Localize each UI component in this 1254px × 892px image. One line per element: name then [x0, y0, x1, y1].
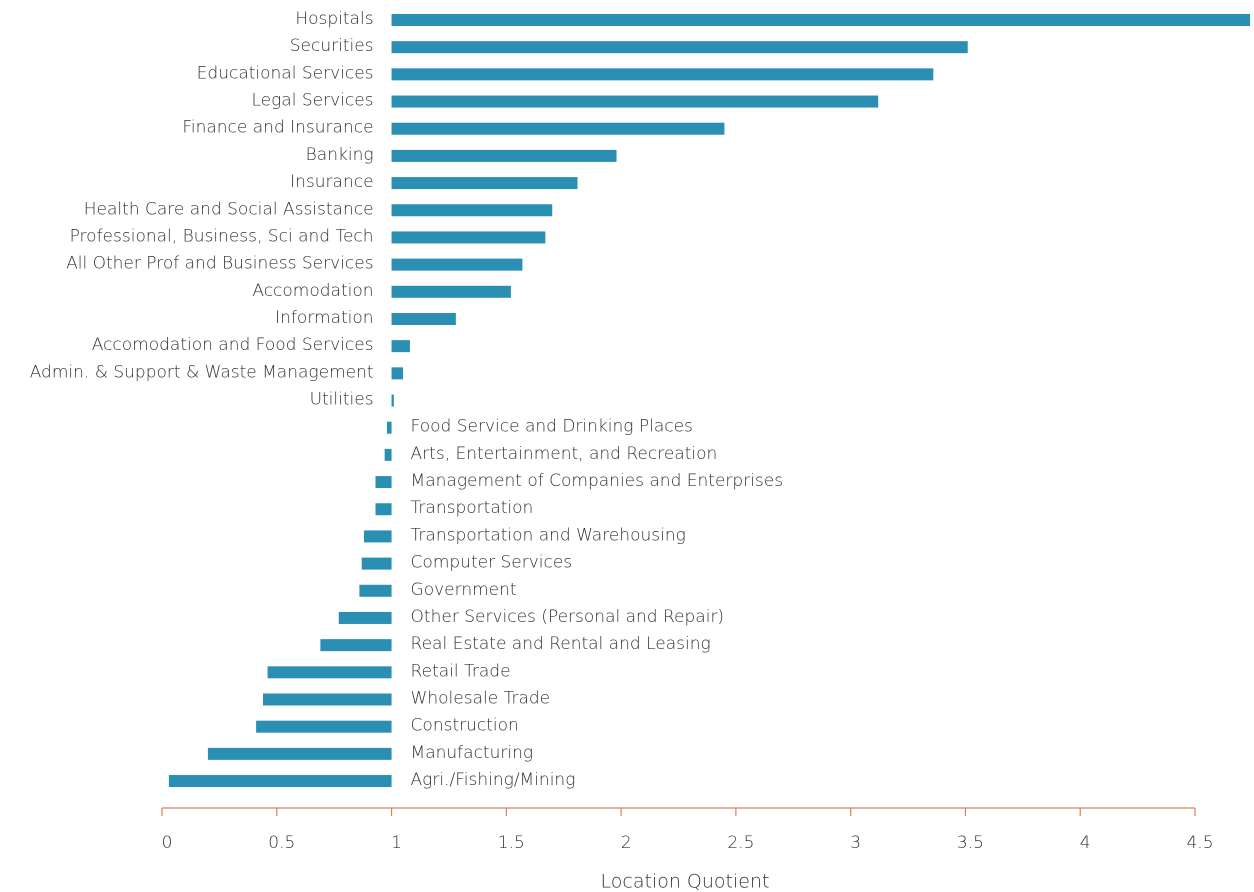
- x-tick-label: 0.5: [268, 833, 295, 853]
- category-label: Real Estate and Rental and Leasing: [411, 634, 711, 654]
- bar: [391, 95, 879, 108]
- category-label: Finance and Insurance: [182, 118, 373, 138]
- x-tick-label: 2: [621, 833, 632, 853]
- x-tick-label: 4: [1080, 833, 1091, 853]
- category-label: Arts, Entertainment, and Recreation: [411, 444, 718, 464]
- bar: [207, 747, 392, 760]
- category-label: Transportation and Warehousing: [411, 525, 686, 545]
- bar: [391, 149, 617, 162]
- bar: [391, 122, 725, 135]
- x-tick-label: 0: [162, 833, 173, 853]
- bar: [267, 666, 392, 679]
- category-label: Wholesale Trade: [411, 689, 551, 709]
- bar: [375, 503, 392, 516]
- category-label: Educational Services: [197, 63, 374, 83]
- category-label: Construction: [411, 716, 519, 736]
- bar: [391, 340, 410, 353]
- bar: [168, 775, 392, 788]
- bar: [391, 258, 523, 271]
- category-label: Banking: [306, 145, 374, 165]
- category-label: Accomodation and Food Services: [92, 335, 374, 355]
- bar: [364, 530, 392, 543]
- x-tick-label: 2.5: [727, 833, 754, 853]
- bar: [359, 584, 392, 597]
- category-label: Agri./Fishing/Mining: [411, 770, 576, 790]
- bar: [263, 693, 392, 706]
- category-label: All Other Prof and Business Services: [66, 254, 373, 274]
- category-label: Utilities: [310, 390, 374, 410]
- category-label: Accomodation: [252, 281, 373, 301]
- category-label: Securities: [290, 36, 374, 56]
- category-label: Manufacturing: [411, 743, 534, 763]
- category-label: Government: [411, 580, 517, 600]
- x-tick-label: 1: [391, 833, 402, 853]
- bar: [384, 448, 392, 461]
- x-tick-label: 3.5: [957, 833, 984, 853]
- bar: [391, 394, 394, 407]
- bar: [391, 231, 546, 244]
- category-label: Admin. & Support & Waste Management: [30, 362, 374, 382]
- category-label: Information: [275, 308, 373, 328]
- category-label: Food Service and Drinking Places: [411, 417, 693, 437]
- category-label: Professional, Business, Sci and Tech: [70, 226, 374, 246]
- category-label: Other Services (Personal and Repair): [411, 607, 725, 627]
- bar: [391, 367, 404, 380]
- bar: [391, 41, 968, 54]
- bar: [361, 557, 392, 570]
- bar: [320, 639, 392, 652]
- bar: [391, 68, 934, 81]
- category-label: Health Care and Social Assistance: [84, 199, 374, 219]
- bar: [391, 312, 456, 325]
- category-label: Computer Services: [411, 553, 573, 573]
- category-label: Transportation: [411, 498, 534, 518]
- bar: [391, 285, 511, 298]
- x-tick-label: 1.5: [498, 833, 525, 853]
- bar: [338, 611, 392, 624]
- x-axis-label: Location Quotient: [601, 871, 770, 892]
- category-label: Management of Companies and Enterprises: [411, 471, 784, 491]
- x-tick-label: 4.5: [1186, 833, 1213, 853]
- category-label: Legal Services: [251, 91, 373, 111]
- bar: [375, 476, 392, 489]
- category-label: Retail Trade: [411, 661, 511, 681]
- category-label: Hospitals: [295, 9, 373, 29]
- bar: [391, 204, 553, 217]
- x-tick-label: 3: [850, 833, 861, 853]
- bar: [386, 421, 392, 434]
- bar: [256, 720, 392, 733]
- bar: [391, 14, 1251, 26]
- bar: [391, 177, 578, 190]
- category-label: Insurance: [290, 172, 373, 192]
